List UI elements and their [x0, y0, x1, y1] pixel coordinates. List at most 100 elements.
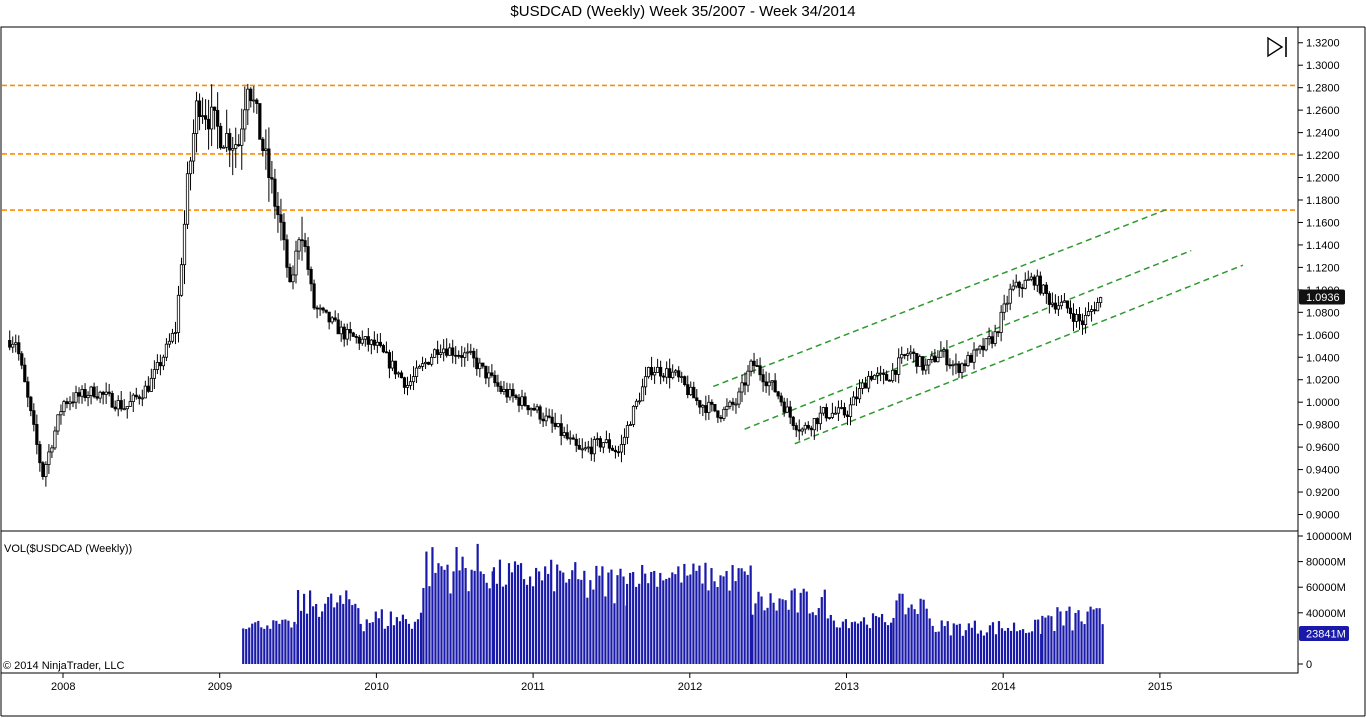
price-tick-label: 1.0200: [1306, 375, 1340, 387]
candle-body: [146, 385, 150, 392]
volume-bar: [802, 588, 805, 664]
volume-bar: [793, 588, 796, 664]
volume-bar: [482, 573, 485, 664]
candle-body: [508, 389, 512, 398]
volume-bar: [769, 593, 772, 664]
volume-tick-label: 100000M: [1306, 531, 1352, 543]
candle-body: [1032, 276, 1036, 286]
candle-body: [490, 372, 494, 376]
candle-body: [433, 349, 437, 358]
volume-bar: [586, 597, 589, 664]
volume-bar: [293, 621, 296, 664]
candle-body: [351, 332, 355, 337]
candle-body: [1008, 288, 1012, 304]
volume-bar: [1018, 630, 1022, 664]
volume-bar: [650, 571, 653, 664]
candle-body: [77, 392, 81, 397]
candle-body: [98, 391, 102, 399]
volume-bar: [976, 633, 979, 664]
candle-body: [1068, 307, 1073, 315]
candle-body: [44, 464, 48, 477]
candle-body: [716, 410, 720, 418]
candle-body: [1029, 276, 1033, 280]
candle-body: [357, 336, 361, 344]
volume-bar: [1000, 628, 1004, 664]
candle-body: [879, 372, 883, 375]
volume-bar: [359, 623, 362, 664]
volume-bar: [811, 612, 814, 664]
volume-bar: [961, 635, 964, 664]
candle-body: [975, 348, 979, 351]
candle-body: [276, 205, 280, 216]
volume-bar: [613, 603, 616, 664]
candle-body: [821, 407, 825, 414]
candle-body: [396, 372, 401, 375]
candle-body: [426, 361, 431, 365]
candle-body: [1080, 320, 1085, 326]
candle-body: [909, 351, 913, 355]
candle-body: [550, 416, 554, 424]
volume-bar: [541, 580, 544, 664]
candle-body: [249, 88, 253, 102]
candle-body: [282, 221, 286, 241]
volume-bar: [937, 631, 940, 664]
candle-body: [86, 395, 90, 399]
price-tick-label: 0.9600: [1306, 442, 1340, 454]
candle-body: [439, 352, 443, 355]
candle-body: [1017, 281, 1021, 289]
candle-body: [366, 336, 370, 345]
price-tick-label: 1.1200: [1306, 262, 1340, 274]
volume-bar: [641, 564, 644, 664]
volume-bar: [431, 547, 434, 664]
candle-body: [586, 446, 590, 449]
volume-bar: [504, 584, 508, 664]
volume-bar: [544, 566, 547, 664]
volume-bar: [925, 608, 928, 664]
volume-bar: [907, 607, 910, 664]
channel-line: [713, 208, 1169, 388]
candle-body: [1050, 302, 1054, 305]
volume-bar: [922, 599, 925, 664]
candle-body: [315, 307, 319, 310]
volume-bar: [449, 593, 452, 664]
candle-body: [945, 349, 949, 366]
candle-body: [701, 405, 705, 408]
volume-bar: [1037, 619, 1040, 664]
volume-bar: [988, 625, 992, 664]
play-to-end-icon[interactable]: [1267, 36, 1287, 58]
volume-bar: [299, 610, 303, 664]
candle-body: [1065, 300, 1070, 309]
candle-body: [411, 376, 416, 383]
volume-bar: [952, 623, 955, 664]
candle-body: [1074, 314, 1079, 322]
candle-body: [634, 400, 639, 407]
volume-bar: [889, 622, 893, 664]
candle-body: [68, 401, 72, 405]
volume-bar: [1077, 610, 1080, 664]
candle-body: [423, 361, 428, 365]
candle-body: [1053, 302, 1057, 310]
volume-bar: [410, 628, 414, 664]
volume-bar: [946, 621, 949, 664]
candle-body: [35, 424, 39, 445]
candle-body: [372, 339, 376, 346]
candle-body: [580, 448, 584, 451]
volume-bar: [898, 593, 901, 664]
volume-bar: [644, 573, 647, 664]
last-volume-badge: 23841M: [1299, 625, 1349, 641]
volume-bar: [931, 625, 934, 664]
candle-body: [601, 442, 605, 448]
candle-body: [592, 439, 596, 455]
candle-body: [767, 381, 771, 387]
candle-body: [815, 418, 819, 425]
candle-body: [237, 144, 241, 147]
candle-body: [960, 363, 964, 373]
candle-body: [698, 400, 702, 408]
candle-body: [1011, 285, 1015, 290]
volume-bar: [577, 579, 580, 664]
candle-body: [173, 332, 178, 334]
candle-body: [800, 428, 804, 432]
candle-body: [270, 177, 274, 180]
volume-bar: [844, 619, 847, 664]
volume-bar: [964, 630, 967, 664]
